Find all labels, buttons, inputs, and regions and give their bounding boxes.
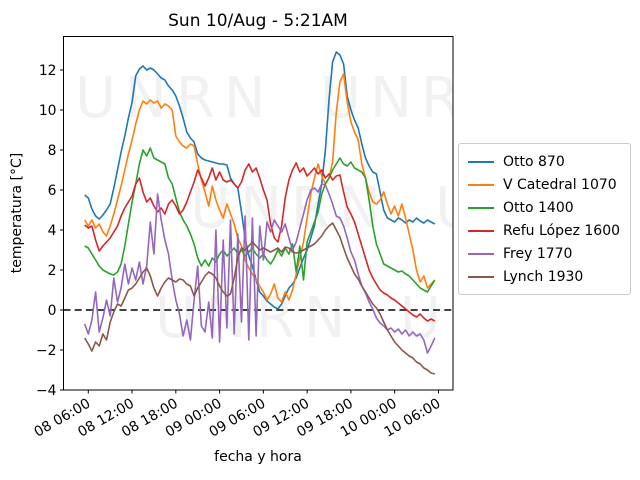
series-line-refu-l-pez-1600 — [84, 162, 436, 322]
series-line-otto-870 — [84, 51, 436, 310]
legend-item-otto-1400: Otto 1400 — [468, 196, 620, 219]
watermark-layer: UNRNUNRNUNRNUNRNUNRNUNRN — [75, 66, 635, 351]
legend-item-refu-l-pez-1600: Refu López 1600 — [468, 219, 620, 242]
y-tick-label: 2 — [48, 263, 57, 279]
series-line-frey-1770 — [83, 183, 436, 354]
y-tick-label: 8 — [48, 143, 57, 159]
legend-label: V Catedral 1070 — [503, 176, 617, 193]
legend-label: Otto 1400 — [503, 199, 574, 216]
axes-frame — [63, 36, 454, 391]
legend-line-sample — [468, 252, 494, 255]
chart-title: Sun 10/Aug - 5:21AM — [168, 11, 348, 31]
watermark-text: UNRN — [190, 176, 390, 241]
y-tick-label: 4 — [48, 223, 57, 239]
legend-label: Frey 1770 — [503, 245, 573, 262]
series-layer — [83, 51, 436, 375]
watermark-text: UNRN — [75, 66, 275, 131]
legend-line-sample — [468, 183, 494, 186]
watermark-text: UNRN — [400, 286, 600, 351]
watermark-text: UNRN — [435, 176, 635, 241]
legend-item-lynch-1930: Lynch 1930 — [468, 265, 620, 288]
legend-label: Otto 870 — [503, 153, 565, 170]
y-tick-label: 12 — [39, 63, 57, 79]
legend-line-sample — [468, 206, 494, 209]
y-tick-label: 6 — [48, 183, 57, 199]
y-tick-label: −2 — [36, 343, 56, 359]
legend-item-v-catedral-1070: V Catedral 1070 — [468, 173, 620, 196]
legend-item-frey-1770: Frey 1770 — [468, 242, 620, 265]
legend-label: Lynch 1930 — [503, 268, 584, 285]
y-tick-label: −4 — [36, 383, 57, 399]
y-tick-label: 10 — [39, 103, 57, 119]
y-axis-label: temperatura [°C] — [9, 152, 25, 274]
legend-line-sample — [468, 160, 494, 163]
legend-line-sample — [468, 275, 494, 278]
legend-line-sample — [468, 229, 494, 232]
legend-item-otto-870: Otto 870 — [468, 150, 620, 173]
series-line-v-catedral-1070 — [84, 73, 436, 303]
y-tick-label: 0 — [48, 303, 57, 319]
legend-label: Refu López 1600 — [503, 222, 621, 239]
series-line-lynch-1930 — [84, 222, 436, 375]
legend: Otto 870 V Catedral 1070 Otto 1400 Refu Lóp… — [458, 143, 632, 295]
x-axis-label: fecha y hora — [214, 449, 302, 465]
series-line-otto-1400 — [84, 147, 436, 293]
